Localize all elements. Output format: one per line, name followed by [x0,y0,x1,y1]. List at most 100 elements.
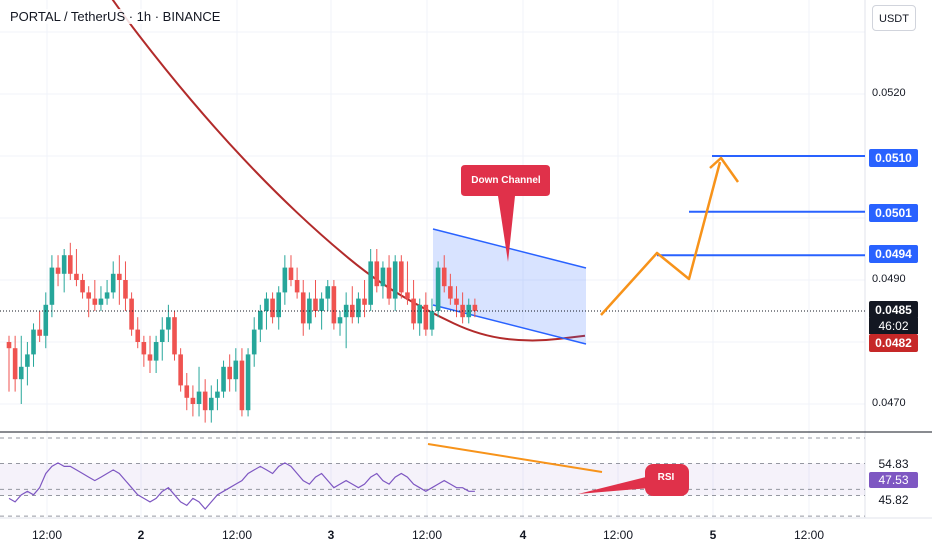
bull-candle [251,329,257,355]
rsi-callout-text: RSI [657,472,675,483]
price-tick-label: 0.0490 [872,273,906,285]
bull-candle [61,255,67,274]
bear-candle [349,304,355,318]
bear-candle [6,342,12,349]
time-label: 12:00 [602,528,634,542]
bear-candle [55,267,61,274]
price-tick-label: 0.0470 [872,397,906,409]
time-label-day: 4 [519,528,527,542]
currency-button[interactable]: USDT [872,5,916,31]
bear-candle [239,360,245,411]
down-channel-callout-text: Down Channel [471,175,541,186]
bear-candle [227,366,232,380]
bear-candle [331,286,337,324]
time-label: 12:00 [793,528,825,542]
rsi-callout [645,464,689,496]
bear-candle [37,329,42,336]
bull-candle [221,366,226,392]
rsi-callout-pointer [578,476,650,494]
time-label-day: 2 [137,528,145,542]
rsi-line [8,462,475,510]
bear-candle [411,298,416,324]
down-channel-fill [433,229,586,344]
last-price-tag: 0.0485 [869,301,918,319]
time-label: 12:00 [221,528,253,542]
bear-candle [68,255,73,274]
bear-candle [80,280,85,293]
target-price-tag: 0.0501 [869,204,918,222]
bull-candle [325,286,331,299]
bull-candle [368,261,373,305]
bull-candle [196,391,202,404]
time-label-day: 5 [709,528,717,542]
bear-candle [374,261,380,287]
bear-candle [12,348,18,380]
bear-candle [129,298,134,330]
bear-candle [172,317,177,355]
bear-candle [441,267,447,287]
target-price-tag: 0.0494 [869,245,918,263]
bull-candle [49,267,55,305]
bear-candle [135,329,141,342]
bear-candle [141,342,147,355]
bear-candle [270,298,275,318]
bull-candle [104,292,110,299]
bull-candle [43,304,49,336]
bull-candle [356,298,361,318]
bull-candle [417,304,423,324]
ma-price-tag: 0.0482 [869,334,918,352]
time-label: 12:00 [31,528,63,542]
bull-candle [435,267,441,311]
bear-candle [448,286,453,299]
bear-candle [74,273,79,280]
bear-candle [313,298,318,311]
bull-candle [98,298,104,305]
bull-candle [25,354,30,367]
time-label: 12:00 [411,528,443,542]
bull-candle [392,261,398,299]
symbol-title: PORTAL / TetherUS · 1h · BINANCE [8,9,223,24]
bull-candle [343,304,349,318]
bull-candle [233,360,239,380]
bear-candle [386,267,392,299]
bull-candle [276,292,282,318]
bull-candle [264,298,269,311]
bear-candle [202,391,208,411]
bull-candle [166,317,171,330]
bull-candle [215,391,220,398]
bull-candle [319,298,324,311]
bear-candle [288,267,294,280]
rsi-level-label: 54.83 [878,457,909,471]
channel-lower-line [432,304,587,345]
bear-candle [399,261,404,293]
time-label-day: 3 [327,528,335,542]
bull-candle [153,342,159,361]
bar-countdown: 46:02 [869,318,918,334]
rsi-divergence-line [427,443,603,473]
bear-candle [300,292,306,324]
bear-candle [147,354,153,361]
price-tick-label: 0.0520 [872,87,906,99]
bear-candle [178,354,183,386]
bear-candle [190,397,196,404]
bear-candle [405,292,410,299]
bull-candle [208,397,214,411]
bear-candle [294,280,300,293]
bull-candle [31,329,36,355]
bull-candle [337,317,343,324]
bear-candle [472,304,478,311]
bull-candle [380,267,386,287]
bear-candle [454,298,459,305]
bull-candle [282,267,288,293]
bull-candle [258,311,263,330]
rsi-level-label: 45.82 [878,493,909,507]
bull-candle [429,311,435,330]
down-channel-callout [461,165,550,262]
bear-candle [362,298,367,305]
bear-candle [92,298,98,305]
bear-candle [86,292,91,299]
projection-arrowhead [709,156,740,183]
projection-path [600,161,722,316]
